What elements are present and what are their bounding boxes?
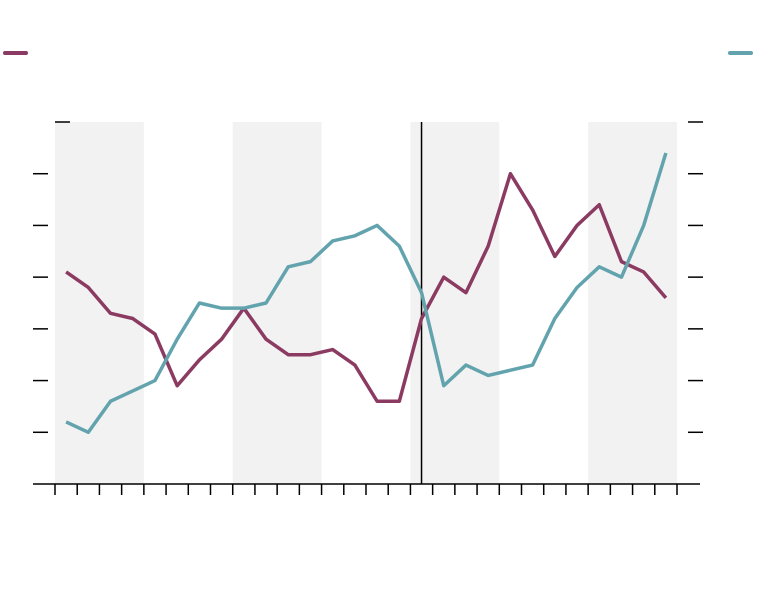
shaded-band xyxy=(232,122,322,484)
series-line xyxy=(65,152,668,435)
shaded-band xyxy=(588,122,677,484)
